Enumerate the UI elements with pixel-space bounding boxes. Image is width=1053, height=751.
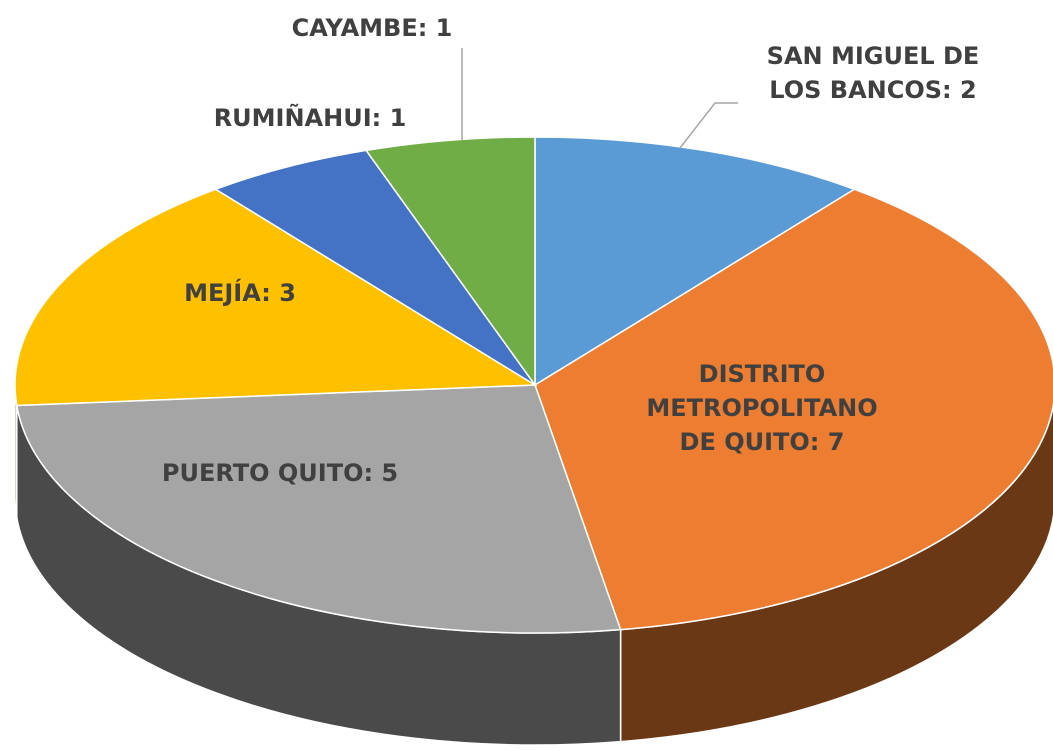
slice <box>534 136 857 387</box>
slice <box>364 136 536 388</box>
slice <box>15 384 622 634</box>
data-label: SAN MIGUEL DE LOS BANCOS: 2 <box>766 42 980 104</box>
data-label: CAYAMBE: 1 <box>291 14 453 42</box>
data-label: MEJÍA: 3 <box>184 279 296 307</box>
slice <box>213 149 536 386</box>
slice <box>14 188 538 407</box>
leader-line <box>679 102 738 149</box>
data-label: DISTRITO METROPOLITANO DE QUITO: 7 <box>646 360 878 456</box>
data-label: PUERTO QUITO: 5 <box>161 459 399 487</box>
slice <box>534 188 1053 631</box>
data-label: RUMIÑAHUI: 1 <box>213 104 407 132</box>
